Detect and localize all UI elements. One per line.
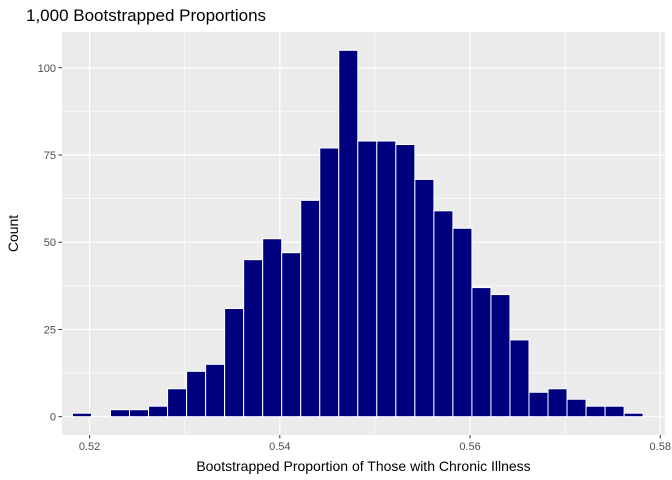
x-tick-label: 0.54 (269, 441, 290, 453)
histogram-bar (490, 294, 511, 418)
histogram-bar (509, 339, 530, 418)
histogram-bar (281, 252, 302, 418)
histogram-bar (167, 388, 188, 418)
x-axis-title: Bootstrapped Proportion of Those with Ch… (196, 458, 530, 474)
histogram-bar (452, 227, 473, 418)
y-tick-label: 75 (44, 150, 56, 162)
histogram-bar (471, 287, 492, 418)
chart-title: 1,000 Bootstrapped Proportions (26, 6, 266, 25)
y-tick-label: 50 (44, 237, 56, 249)
histogram-bar (395, 144, 416, 418)
histogram-bar (357, 140, 378, 418)
histogram-bar (528, 391, 549, 418)
histogram-bar (110, 409, 131, 418)
histogram-bar (148, 405, 169, 418)
bars (71, 49, 644, 418)
histogram-bar (262, 238, 283, 418)
histogram-bar (71, 412, 92, 418)
histogram-bar (414, 178, 435, 418)
x-tick-label: 0.56 (459, 441, 480, 453)
histogram-bar (433, 210, 454, 418)
y-tick-label: 25 (44, 324, 56, 336)
histogram-bar (224, 308, 245, 418)
x-tick-label: 0.52 (79, 441, 100, 453)
y-tick-label: 100 (38, 63, 56, 75)
histogram-bar (186, 370, 207, 418)
histogram-bar (623, 412, 644, 418)
y-axis: 0 25 50 75 100 (38, 63, 62, 424)
histogram-bar (319, 147, 340, 418)
histogram-bar (566, 398, 587, 418)
y-tick-label: 0 (50, 412, 56, 424)
histogram-bar (547, 388, 568, 418)
histogram-bar (585, 405, 606, 418)
y-axis-title: Count (5, 215, 21, 252)
histogram-bar (129, 409, 150, 418)
histogram-bar (376, 140, 397, 418)
histogram-bar (243, 259, 264, 418)
histogram-bar (205, 363, 226, 418)
histogram-bar (338, 49, 359, 418)
histogram-bar (604, 405, 625, 418)
x-tick-label: 0.58 (650, 441, 671, 453)
x-axis: 0.52 0.54 0.56 0.58 (79, 435, 671, 453)
histogram-bar (300, 199, 321, 418)
